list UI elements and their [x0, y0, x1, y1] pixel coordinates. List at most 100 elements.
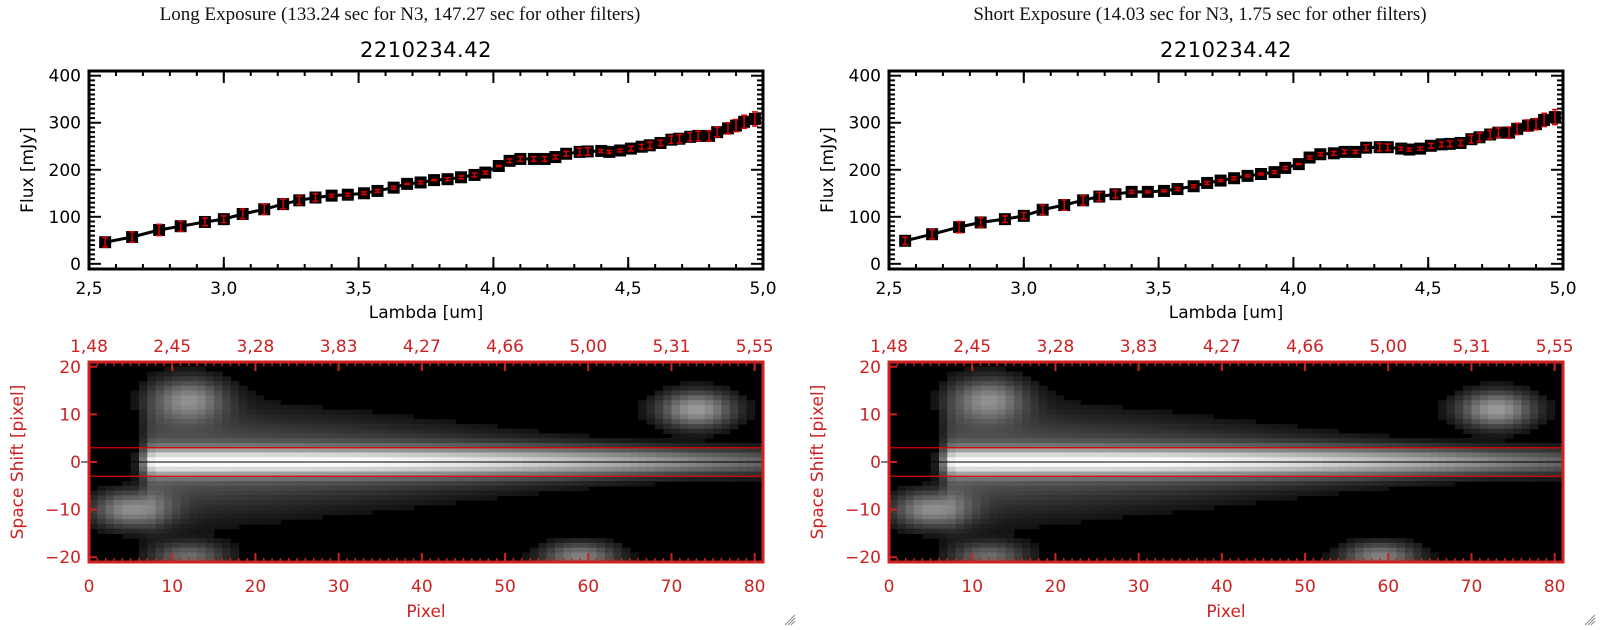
image-pixel: [1230, 419, 1240, 425]
image-pixel: [955, 376, 965, 382]
x-tick-label: 4,5: [615, 279, 642, 299]
image-pixel: [471, 462, 481, 468]
image-pixel: [1080, 433, 1090, 439]
image-pixel: [1088, 428, 1098, 435]
image-pixel: [1429, 462, 1439, 468]
image-pixel: [163, 457, 173, 463]
image-pixel: [388, 481, 398, 487]
image-pixel: [972, 542, 982, 549]
image-pixel: [1097, 490, 1106, 496]
image-pixel: [538, 542, 548, 549]
image-pixel: [205, 476, 215, 482]
image-pixel: [679, 447, 689, 454]
image-pixel: [679, 385, 689, 392]
image-pixel: [488, 457, 498, 463]
image-pixel: [480, 457, 490, 463]
image-pixel: [1388, 542, 1398, 549]
x-tick-label: 3,5: [1145, 279, 1172, 299]
image-pixel: [205, 428, 215, 435]
resize-grip-icon[interactable]: [782, 612, 796, 626]
image-pixel: [172, 376, 182, 382]
image-pixel: [1005, 409, 1015, 415]
image-pixel: [1263, 476, 1273, 482]
image-pixel: [688, 438, 698, 444]
image-pixel: [1097, 438, 1106, 444]
image-pixel: [255, 514, 265, 520]
image-pixel: [1363, 538, 1373, 544]
image-pixel: [980, 471, 990, 477]
image-pixel: [596, 557, 606, 563]
image-pixel: [1471, 419, 1481, 425]
image-pixel: [1363, 485, 1373, 492]
image-pixel: [1022, 552, 1032, 558]
image-pixel: [1521, 476, 1531, 482]
image-pixel: [288, 490, 298, 496]
image-pixel: [1346, 447, 1356, 454]
image-pixel: [1013, 376, 1023, 382]
image-pixel: [1063, 447, 1073, 454]
image-pixel: [1446, 447, 1456, 454]
image-pixel: [330, 466, 340, 473]
image-pixel: [947, 495, 957, 501]
image-pixel: [421, 462, 431, 468]
image-pixel: [421, 428, 431, 435]
error-bar: [517, 155, 524, 163]
resize-grip-icon[interactable]: [1582, 612, 1596, 626]
image-pixel: [1055, 457, 1065, 463]
image-pixel: [188, 385, 198, 392]
error-bar: [444, 177, 451, 182]
image-pixel: [1271, 490, 1281, 496]
image-pixel: [721, 400, 731, 406]
image-pixel: [1213, 500, 1223, 506]
image-pixel: [1221, 466, 1231, 473]
image-pixel: [1113, 495, 1123, 501]
image-pixel: [1030, 519, 1040, 525]
image-pixel: [346, 509, 356, 515]
image-pixel: [430, 490, 440, 496]
image-pixel: [1471, 476, 1481, 482]
image-pixel: [188, 476, 198, 482]
image-pixel: [1280, 495, 1290, 501]
image-pixel: [1496, 457, 1506, 463]
image-pixel: [1504, 400, 1514, 406]
image-pixel: [1072, 433, 1081, 439]
image-pixel: [505, 485, 514, 492]
image-pixel: [988, 442, 998, 449]
image-pixel: [1047, 481, 1057, 487]
image-pixel: [1338, 557, 1348, 563]
image-pixel: [1063, 490, 1073, 496]
image-pixel: [263, 400, 273, 406]
image-pixel: [889, 504, 898, 511]
image-pixel: [980, 400, 990, 406]
image-pixel: [346, 495, 356, 501]
image-pixel: [1371, 552, 1381, 558]
image-pixel: [997, 471, 1007, 477]
image-pixel: [396, 500, 406, 506]
image-pixel: [188, 538, 198, 544]
image-pixel: [1463, 390, 1473, 396]
image-pixel: [1413, 557, 1423, 563]
image-pixel: [247, 395, 257, 401]
image-pixel: [130, 528, 140, 535]
image-pixel: [288, 438, 298, 444]
image-pixel: [988, 557, 998, 563]
image-pixel: [1005, 476, 1015, 482]
image-pixel: [947, 457, 957, 463]
image-pixel: [197, 490, 207, 496]
error-bar: [495, 164, 502, 168]
image-pixel: [1022, 433, 1032, 439]
image-pixel: [988, 428, 998, 435]
image-pixel: [1121, 438, 1131, 444]
image-pixel: [330, 462, 340, 468]
image-pixel: [1404, 466, 1414, 473]
image-pixel: [1354, 466, 1364, 473]
image-pixel: [1255, 438, 1265, 444]
image-pixel: [222, 504, 232, 511]
image-pixel: [1554, 452, 1564, 458]
image-pixel: [938, 385, 948, 392]
image-pixel: [1454, 466, 1464, 473]
image-pixel: [197, 485, 207, 492]
image-pixel: [122, 519, 132, 525]
image-pixel: [972, 538, 982, 544]
image-pixel: [579, 442, 589, 449]
